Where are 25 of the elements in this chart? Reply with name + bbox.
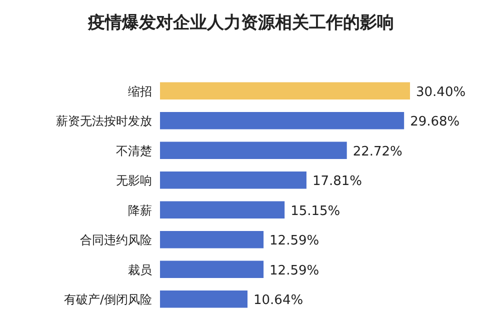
y-tick-label: 薪资无法按时发放 <box>56 114 152 128</box>
data-label: 15.15% <box>290 204 340 219</box>
bar <box>160 142 347 159</box>
data-label: 10.64% <box>254 293 304 308</box>
y-tick-label: 裁员 <box>128 262 152 277</box>
bar <box>160 201 285 218</box>
chart-title: 疫情爆发对企业人力资源相关工作的影响 <box>87 13 394 33</box>
bar <box>160 112 404 130</box>
data-label: 30.40% <box>416 84 466 100</box>
data-label: 22.72% <box>352 144 402 160</box>
y-tick-label: 合同违约风险 <box>80 233 152 248</box>
y-tick-label: 不清楚 <box>116 144 152 158</box>
data-label: 12.59% <box>270 263 320 278</box>
data-label: 12.59% <box>270 234 320 249</box>
bar <box>160 171 306 189</box>
data-label: 29.68% <box>410 114 460 130</box>
y-tick-label: 降薪 <box>128 203 152 218</box>
bar <box>160 230 264 248</box>
bar <box>160 82 410 100</box>
y-tick-label: 有破产/倒闭风险 <box>64 292 152 307</box>
y-tick-label: 无影响 <box>116 174 152 188</box>
bar <box>160 260 264 278</box>
data-label: 17.81% <box>312 174 362 190</box>
bar <box>160 290 248 308</box>
y-tick-label: 缩招 <box>128 84 152 98</box>
